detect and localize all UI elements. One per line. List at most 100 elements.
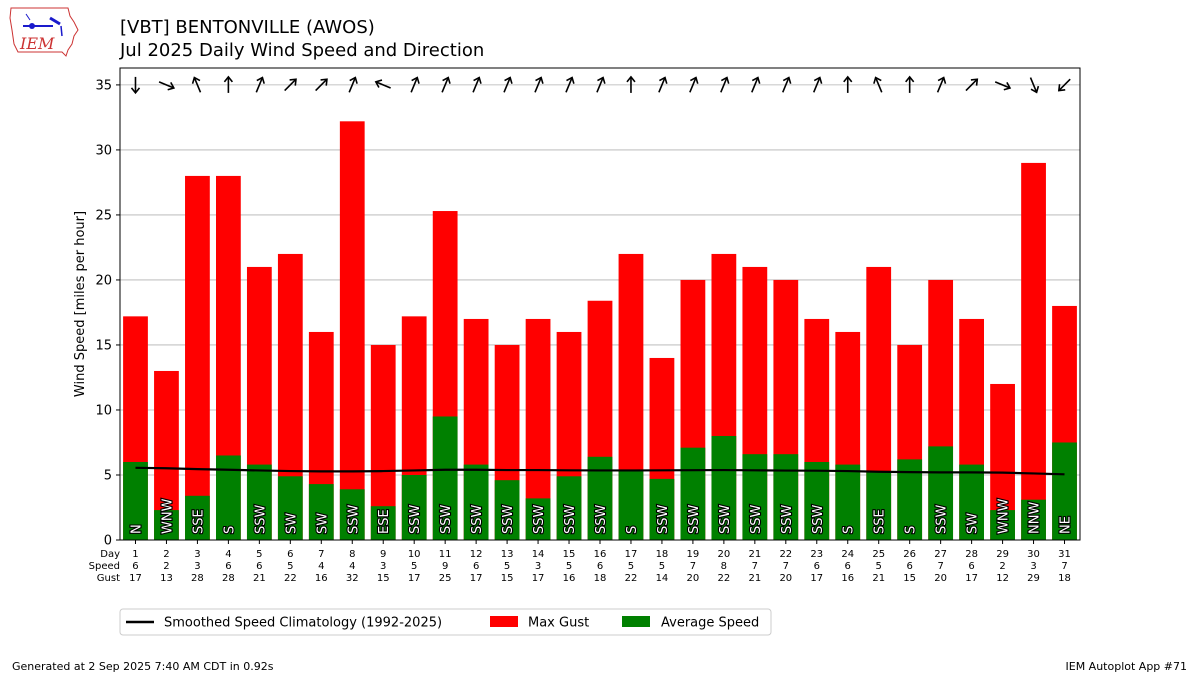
avg-speed-bar <box>123 461 148 540</box>
direction-label: SSW <box>563 504 578 534</box>
x-tick-label-speed: 6 <box>968 561 974 572</box>
x-tick-label-day: 12 <box>470 549 483 560</box>
direction-label: SSW <box>501 504 516 534</box>
x-tick-label-speed: 6 <box>473 561 479 572</box>
direction-label: WNW <box>997 498 1012 534</box>
y-tick-label: 30 <box>95 143 112 158</box>
x-tick-label-speed: 9 <box>442 561 448 572</box>
wind-arrow <box>1029 77 1040 94</box>
x-tick-label-day: 10 <box>408 549 421 560</box>
x-tick-label-speed: 3 <box>1030 561 1036 572</box>
avg-speed-bar <box>711 435 737 540</box>
x-tick-label-gust: 16 <box>841 573 854 584</box>
wind-arrow <box>751 76 761 93</box>
y-tick-label: 10 <box>95 403 112 418</box>
direction-label: NNW <box>1028 502 1043 534</box>
x-tick-label-gust: 15 <box>377 573 390 584</box>
x-tick-label-gust: 16 <box>563 573 576 584</box>
x-tick-label-day: 19 <box>687 549 700 560</box>
x-tick-label-gust: 21 <box>253 573 266 584</box>
x-tick-label-gust: 20 <box>934 573 947 584</box>
x-tick-label-speed: 5 <box>628 561 634 572</box>
direction-label: SSW <box>935 504 950 534</box>
x-tick-label-day: 20 <box>718 549 731 560</box>
x-tick-label-speed: 6 <box>597 561 603 572</box>
avg-speed-bar <box>494 480 520 540</box>
x-tick-label-gust: 22 <box>718 573 731 584</box>
direction-label: SSW <box>594 504 609 534</box>
wind-arrow <box>1057 78 1071 92</box>
logo-text: IEM <box>19 34 55 53</box>
legend-box <box>119 608 772 636</box>
wind-arrow <box>374 79 391 89</box>
wind-arrow <box>284 78 297 92</box>
x-tick-label-day: 16 <box>594 549 607 560</box>
x-tick-label-speed: 7 <box>937 561 943 572</box>
avg-speed-bar <box>401 474 427 540</box>
wind-arrow <box>565 76 575 93</box>
wind-arrow <box>315 78 328 92</box>
x-tick-label-day: 3 <box>194 549 200 560</box>
avg-speed-bar <box>432 416 458 540</box>
avg-speed-bar <box>1021 499 1046 540</box>
x-tick-label-gust: 12 <box>996 573 1009 584</box>
x-tick-label-speed: 3 <box>194 561 200 572</box>
chart-subtitle: Jul 2025 Daily Wind Speed and Direction <box>120 40 485 61</box>
wind-arrow <box>223 75 234 93</box>
wind-arrow <box>873 76 883 93</box>
wind-arrow <box>994 81 1012 91</box>
avg-speed-bar <box>154 510 179 540</box>
x-tick-label-gust: 28 <box>222 573 235 584</box>
x-tick-label-speed: 4 <box>349 561 355 572</box>
direction-label: SSW <box>439 504 454 534</box>
wind-arrow <box>965 78 979 92</box>
x-tick-label-day: 6 <box>287 549 293 560</box>
direction-label: SSW <box>346 504 361 534</box>
x-tick-label-day: 22 <box>779 549 792 560</box>
x-tick-label-gust: 17 <box>965 573 978 584</box>
direction-label: S <box>904 526 919 534</box>
x-tick-label-gust: 15 <box>903 573 916 584</box>
direction-label: SW <box>284 513 299 534</box>
avg-speed-bar <box>835 464 861 540</box>
direction-label: SSW <box>687 504 702 534</box>
avg-speed-bar <box>990 510 1015 540</box>
x-tick-label-speed: 3 <box>380 561 386 572</box>
x-tick-label-day: 17 <box>625 549 638 560</box>
avg-speed-bar <box>339 489 365 540</box>
y-tick-label: 15 <box>95 338 112 353</box>
x-tick-label-day: 24 <box>841 549 854 560</box>
avg-speed-bar <box>370 506 396 540</box>
avg-speed-bar <box>680 447 706 540</box>
direction-label: SSE <box>191 509 206 534</box>
direction-label: SSW <box>253 504 268 534</box>
x-tick-label-gust: 13 <box>160 573 173 584</box>
x-tick-label-day: 26 <box>903 549 916 560</box>
direction-label: S <box>842 526 857 534</box>
x-tick-label-day: 13 <box>501 549 514 560</box>
x-tick-label-gust: 21 <box>748 573 761 584</box>
x-tick-label-gust: 14 <box>656 573 669 584</box>
x-tick-label-gust: 15 <box>501 573 514 584</box>
direction-label: SSW <box>408 504 423 534</box>
x-tick-label-speed: 7 <box>752 561 758 572</box>
x-tick-label-speed: 6 <box>225 561 231 572</box>
x-tick-label-speed: 5 <box>287 561 293 572</box>
wind-arrow <box>596 76 606 93</box>
legend-swatch-gust <box>490 616 518 627</box>
wind-arrow <box>843 75 853 93</box>
y-tick-label: 25 <box>95 208 112 223</box>
direction-label: SSW <box>718 504 733 534</box>
x-tick-label-speed: 7 <box>783 561 789 572</box>
y-tick-label: 20 <box>95 273 112 288</box>
wind-arrow <box>720 76 730 93</box>
x-tick-label-gust: 17 <box>129 573 142 584</box>
climatology-line <box>135 466 1065 476</box>
direction-label: SW <box>315 513 330 534</box>
wind-arrow <box>812 76 823 93</box>
wind-arrow <box>191 76 202 93</box>
x-tick-label-day: 23 <box>810 549 823 560</box>
gust-bar <box>185 175 210 541</box>
chart-title: [VBT] BENTONVILLE (AWOS) <box>120 17 375 38</box>
avg-speed-bar <box>556 476 582 540</box>
